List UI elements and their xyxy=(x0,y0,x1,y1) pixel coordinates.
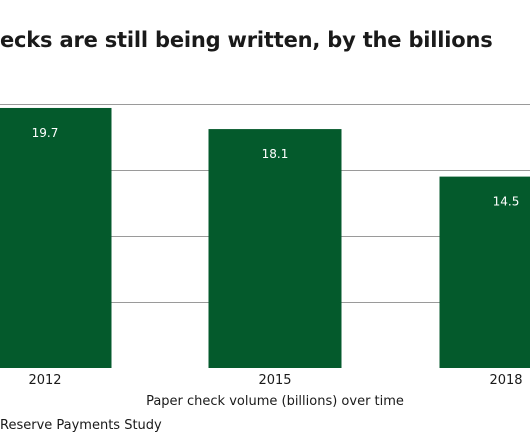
source-note: Reserve Payments Study xyxy=(0,418,162,433)
x-tick-labels: 2012 2015 2018 xyxy=(28,373,522,388)
data-label-2015: 18.1 xyxy=(262,147,289,161)
bar-2015 xyxy=(208,129,342,368)
x-tick-2018: 2018 xyxy=(489,373,522,388)
data-labels: 19.7 18.1 14.5 xyxy=(32,126,520,209)
data-label-2012: 19.7 xyxy=(32,126,59,140)
x-tick-2015: 2015 xyxy=(258,373,291,388)
bars xyxy=(0,107,530,369)
bar-2018 xyxy=(439,176,530,368)
chart-title: ecks are still being written, by the bil… xyxy=(0,28,493,52)
data-label-2018: 14.5 xyxy=(493,195,520,209)
x-tick-2012: 2012 xyxy=(28,373,61,388)
bar-2012 xyxy=(0,107,112,369)
x-axis-title: Paper check volume (billions) over time xyxy=(146,394,404,409)
